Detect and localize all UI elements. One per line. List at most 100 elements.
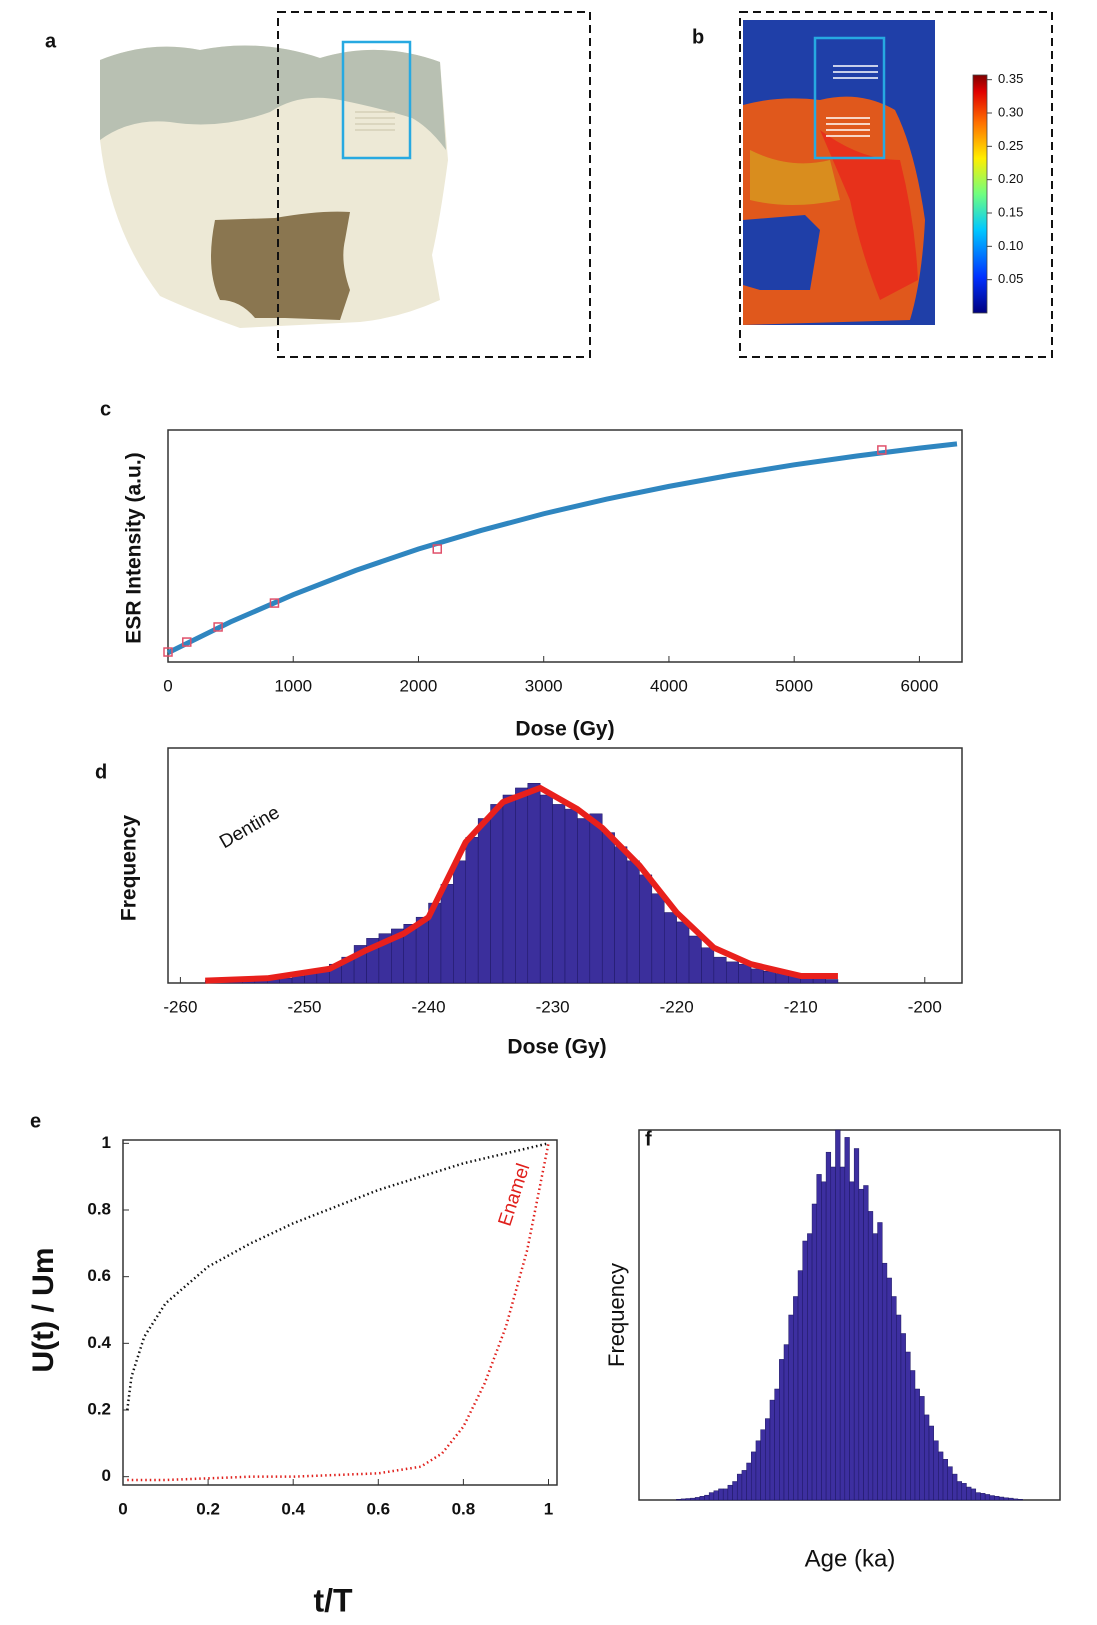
histogram-bar [956, 1481, 963, 1501]
histogram-bar [751, 1451, 757, 1501]
data-point [269, 598, 280, 608]
histogram-bar [919, 1396, 925, 1501]
panel-label: d [95, 761, 107, 783]
histogram-bar [701, 947, 715, 984]
histogram-bar [577, 818, 591, 984]
x-tick-label: -260 [163, 997, 197, 1016]
data-point [213, 622, 223, 632]
histogram-bar [825, 979, 839, 984]
histogram-bar [680, 1498, 687, 1501]
histogram-bar [515, 787, 529, 984]
histogram-bar [900, 1333, 906, 1501]
fit-line [166, 441, 958, 655]
histogram-bar [639, 874, 653, 984]
histogram-bar [877, 1222, 883, 1501]
plot-frame [167, 429, 963, 663]
histogram-bar [947, 1466, 953, 1501]
esr-map [739, 11, 1053, 358]
histogram-bar [863, 1185, 869, 1501]
histogram-bar [1017, 1499, 1023, 1501]
histogram-bar [881, 1262, 888, 1501]
histogram-bar [797, 1270, 803, 1501]
histogram-bar [830, 1166, 836, 1501]
histogram-bar [763, 971, 777, 984]
x-tick-label: 0.4 [281, 1499, 305, 1518]
histogram-bar [539, 794, 553, 984]
histogram-bar [708, 1492, 715, 1501]
series-line [126, 1142, 549, 1411]
colorbar-tick-label: 0.15 [998, 204, 1023, 219]
histogram-bar [924, 1414, 930, 1501]
histogram-bar [867, 1211, 874, 1501]
histogram-bar [938, 1451, 944, 1501]
histogram-bar [736, 1473, 743, 1501]
histogram-bar [651, 893, 665, 984]
y-axis-label: Frequency [604, 1263, 629, 1367]
histogram-bar [779, 1359, 785, 1501]
histogram-bar [1003, 1497, 1009, 1501]
histogram-bar [765, 1418, 771, 1501]
colorbar-tick-label: 0.30 [998, 104, 1023, 119]
data-point [163, 647, 173, 657]
y-tick-label: 1 [102, 1133, 111, 1152]
colorbar-tick-label: 0.25 [998, 138, 1023, 153]
histogram-bar [589, 813, 603, 984]
histogram-bar [980, 1493, 986, 1501]
histogram-bar [477, 818, 491, 984]
histogram-bar [1008, 1497, 1014, 1501]
histogram-bar [664, 912, 677, 984]
x-tick-label: 0 [163, 676, 172, 695]
histogram-bar [800, 978, 814, 984]
histogram-bar [746, 1462, 752, 1501]
x-tick-label: 5000 [775, 676, 813, 695]
x-tick-label: -240 [412, 997, 446, 1016]
colorbar-tick-label: 0.10 [998, 238, 1023, 253]
histogram-bar [626, 860, 640, 984]
histogram-bar [896, 1314, 902, 1501]
histogram-bar [802, 1240, 808, 1501]
colorbar-tick-label: 0.35 [998, 71, 1023, 86]
data-point [432, 544, 443, 554]
histogram-bar [564, 808, 578, 984]
x-tick-label: 0 [118, 1499, 127, 1518]
histogram-bar [914, 1388, 920, 1501]
histogram-bar [688, 935, 702, 984]
histogram-bar [713, 956, 727, 984]
tooth-photo [100, 11, 591, 358]
histogram-bar [465, 837, 479, 984]
histogram-bar [722, 1488, 729, 1501]
histogram-bar [905, 1351, 911, 1501]
y-tick-label: 0 [102, 1466, 111, 1485]
histogram-bar [994, 1496, 1000, 1501]
histogram-bar [676, 1499, 682, 1501]
histogram-bar [975, 1492, 981, 1501]
x-tick-label: -210 [784, 997, 818, 1016]
histogram-bar [1012, 1498, 1019, 1501]
histogram-bar [816, 1174, 822, 1501]
series-label: Dentine [216, 802, 283, 853]
panel-label: b [692, 26, 704, 48]
panel-label: a [45, 30, 57, 52]
histogram-bar [732, 1481, 738, 1501]
panel-label: f [645, 1128, 652, 1150]
x-tick-label: -250 [287, 997, 321, 1016]
histogram-bar [614, 846, 628, 984]
y-tick-label: 0.4 [87, 1333, 111, 1352]
histogram-bar [989, 1495, 995, 1501]
x-tick-label: 0.2 [196, 1499, 220, 1518]
histogram-bar [839, 1166, 846, 1501]
y-axis-label: U(t) / Um [27, 1248, 60, 1373]
histogram-bar [713, 1490, 719, 1501]
y-tick-label: 0.8 [87, 1199, 111, 1218]
histogram-bar [694, 1497, 701, 1501]
histogram-bar [821, 1181, 827, 1501]
y-tick-label: 0.6 [87, 1266, 111, 1285]
histogram-bar [741, 1470, 747, 1501]
x-axis-label: Dose (Gy) [515, 718, 614, 741]
histogram-bar [704, 1494, 710, 1501]
histogram-bar [685, 1498, 691, 1501]
x-tick-label: -220 [660, 997, 694, 1016]
data-point [877, 445, 887, 455]
histogram-bar [783, 1344, 789, 1501]
